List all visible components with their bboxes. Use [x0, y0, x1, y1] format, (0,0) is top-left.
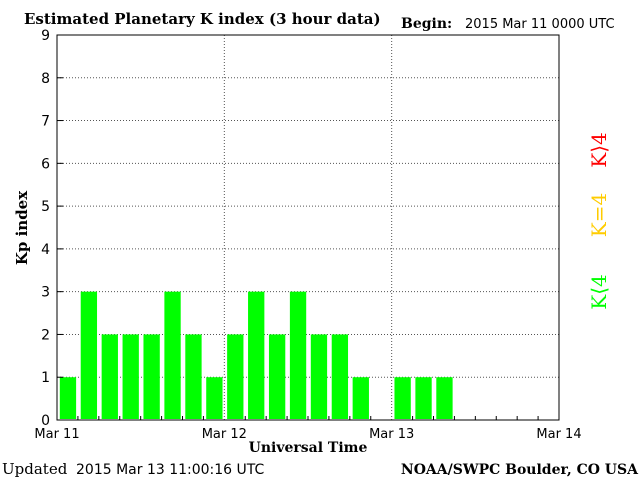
y-tick-label: 1: [41, 370, 50, 386]
x-tick-label: Mar 11: [34, 427, 79, 442]
x-axis-ticks: Mar 11 Mar 12 Mar 13 Mar 14: [34, 416, 582, 442]
y-tick-label: 6: [41, 156, 50, 172]
kp-bar: [227, 334, 244, 419]
legend-k-less-than-4: K⟨4: [587, 274, 611, 309]
kp-bar: [59, 377, 77, 419]
kp-bar: [143, 334, 160, 419]
kp-bar: [289, 291, 307, 419]
chart-title: Estimated Planetary K index (3 hour data…: [24, 10, 381, 28]
x-tick-label: Mar 13: [369, 427, 414, 442]
kp-bar: [122, 334, 139, 419]
y-axis-label: Kp index: [13, 190, 31, 265]
kp-bar: [310, 334, 328, 419]
kp-bar: [331, 334, 349, 419]
y-tick-label: 7: [41, 114, 50, 130]
y-axis-ticks: 0 1 2 3 4 5 6 7 8 9: [41, 28, 63, 429]
updated-label: Updated: [2, 460, 68, 478]
y-tick-label: 9: [41, 28, 50, 44]
y-tick-label: 3: [41, 285, 50, 301]
bars: [59, 291, 453, 419]
legend-k-equal-4: K=4: [587, 193, 611, 237]
kp-bar: [352, 377, 369, 419]
y-tick-label: 5: [41, 199, 50, 215]
legend-k-greater-than-4: K⟩4: [587, 132, 611, 167]
begin-value: 2015 Mar 11 0000 UTC: [465, 17, 615, 32]
y-tick-label: 2: [41, 327, 50, 343]
x-tick-label: Mar 14: [536, 427, 581, 442]
grid-lines: [57, 35, 559, 420]
kp-bar: [415, 377, 432, 419]
x-axis-label: Universal Time: [249, 440, 368, 456]
y-tick-label: 4: [41, 242, 50, 258]
updated-value: 2015 Mar 13 11:00:16 UTC: [76, 462, 265, 478]
data-source: NOAA/SWPC Boulder, CO USA: [401, 462, 639, 478]
begin-label: Begin:: [401, 16, 452, 32]
x-tick-label: Mar 12: [202, 427, 247, 442]
kp-bar: [206, 377, 223, 419]
kp-bar: [436, 377, 453, 419]
kp-bar: [268, 334, 286, 419]
kp-bar: [394, 377, 411, 419]
kp-bar: [185, 334, 202, 419]
kp-bar: [101, 334, 118, 419]
y-tick-label: 0: [41, 413, 50, 429]
y-tick-label: 8: [41, 71, 50, 87]
kp-bar: [164, 291, 181, 419]
kp-bar: [248, 291, 265, 419]
kp-bar: [80, 291, 98, 419]
